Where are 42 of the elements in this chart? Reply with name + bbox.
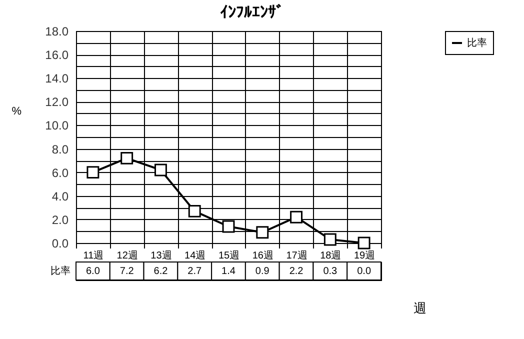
chart-title: ｲﾝﾌﾙｴﾝｻﾞ [220, 4, 284, 22]
x-tick-label: 18週 [320, 250, 342, 262]
y-tick-label: 0.0 [52, 236, 69, 250]
x-tick-label: 11週 [83, 250, 104, 262]
y-tick-label: 4.0 [52, 189, 69, 204]
x-tick-label: 13週 [150, 250, 172, 262]
data-label: 0.0 [357, 266, 372, 277]
text: 比率 [50, 266, 70, 277]
point [358, 236, 370, 250]
data-label: 2.7 [188, 266, 202, 277]
legend-label: 比率 [467, 37, 487, 49]
x-tick-label: 17週 [286, 250, 308, 262]
y-tick-label: 12.0 [45, 95, 69, 110]
data-label: 6.0 [86, 266, 100, 277]
data-label: 0.3 [323, 266, 338, 277]
x-tick-label: 15週 [218, 250, 240, 262]
data-label: 1.4 [222, 266, 236, 277]
y-tick-label: 14.0 [45, 72, 69, 86]
data-label: 6.2 [154, 266, 168, 277]
y-tick-label: 16.0 [45, 48, 69, 62]
y-tick-label: 6.0 [52, 166, 69, 180]
point [120, 152, 134, 164]
y-tick-label: 8.0 [52, 142, 69, 156]
y-axis-title: % [12, 106, 22, 118]
data-label: 7.2 [120, 266, 134, 277]
y-tick-label: 10.0 [45, 118, 69, 133]
point [86, 166, 100, 179]
y-tick-label: 18.0 [45, 24, 69, 38]
point [256, 226, 269, 239]
y-tick-label: 2.0 [52, 212, 69, 227]
point [324, 233, 336, 246]
point [154, 164, 167, 176]
x-axis-title: 週 [414, 300, 426, 316]
x-tick-label: 14週 [184, 250, 206, 262]
data-label: 2.2 [289, 266, 304, 277]
point [290, 210, 303, 224]
x-tick-label: 19週 [354, 250, 376, 262]
x-tick-label: 16週 [252, 250, 274, 262]
data-label: 0.9 [255, 266, 270, 277]
point [222, 220, 235, 233]
x-tick-label: 12週 [116, 250, 138, 262]
point [188, 204, 201, 218]
